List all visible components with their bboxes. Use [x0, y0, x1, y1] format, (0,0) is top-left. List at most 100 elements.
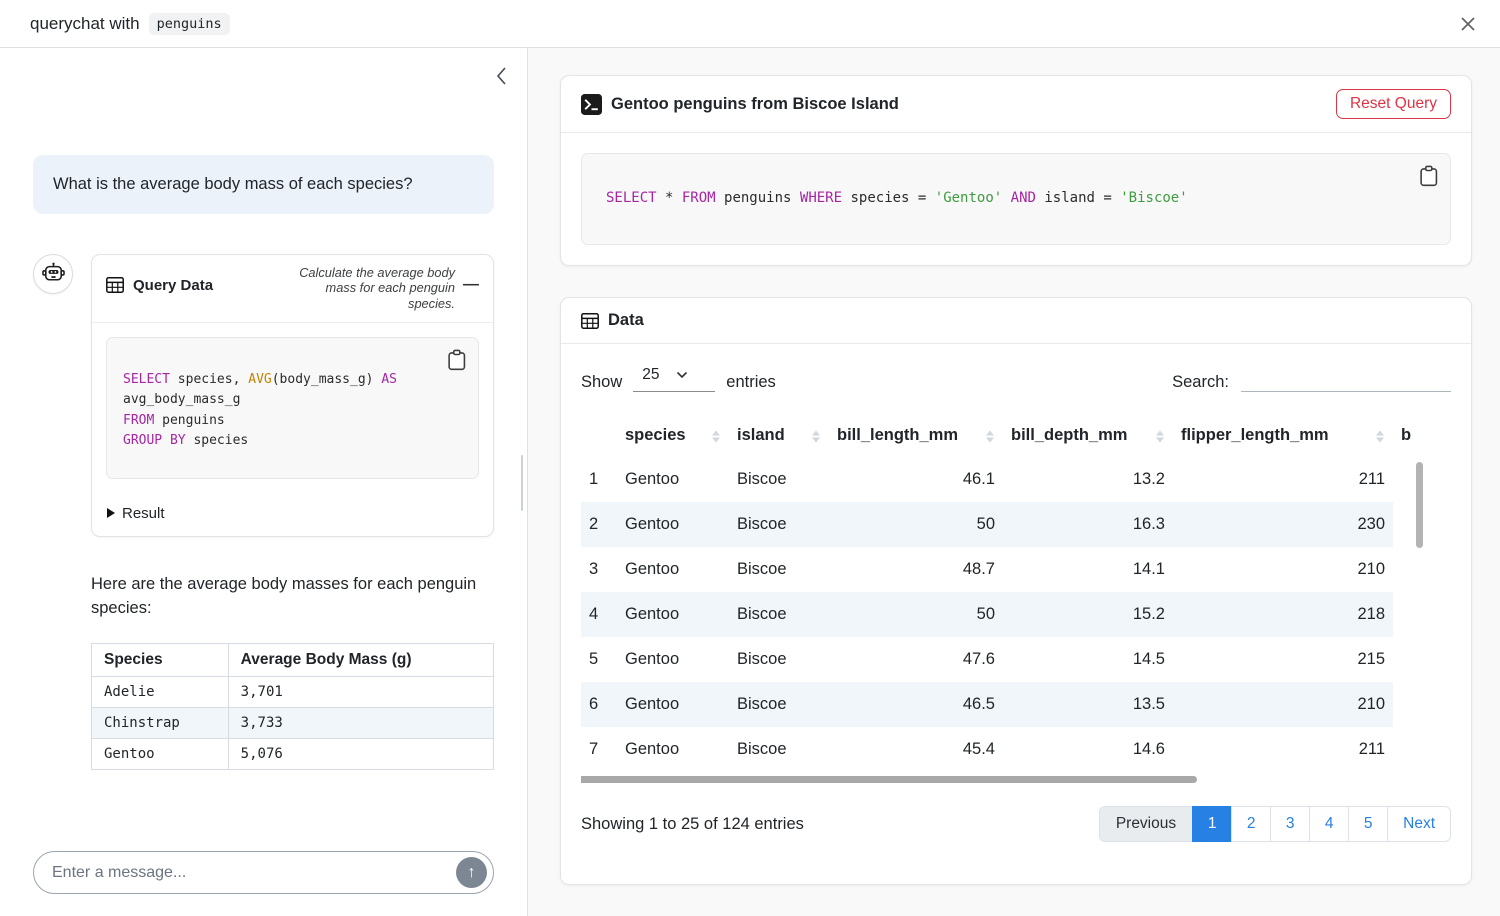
table-cell: 50 [829, 592, 1003, 637]
table-cell: 14.5 [1003, 637, 1173, 682]
tool-collapse-button[interactable]: — [463, 265, 479, 293]
result-label: Result [122, 505, 165, 522]
data-card-body: Show 25 entries Search: [561, 344, 1471, 884]
reset-query-button[interactable]: Reset Query [1336, 89, 1451, 119]
chevron-left-icon [496, 66, 507, 86]
send-button[interactable]: ↑ [456, 857, 487, 888]
table-cell: 230 [1173, 502, 1393, 547]
table-cell: Biscoe [729, 592, 829, 637]
page-size-select[interactable]: 25 [633, 364, 715, 392]
main-layout: What is the average body mass of each sp… [0, 48, 1500, 916]
column-header-bill-depth[interactable]: bill_depth_mm [1003, 416, 1173, 457]
table-icon [106, 277, 124, 293]
show-label: Show [581, 373, 622, 392]
code-line: SELECT species, AVG(body_mass_g) AS [123, 370, 462, 391]
table-cell: Gentoo [617, 727, 729, 772]
message-input[interactable] [52, 864, 456, 882]
table-cell: 13.5 [1003, 682, 1173, 727]
column-header: Species [92, 644, 229, 677]
sort-icon [1156, 430, 1164, 443]
table-cell: Gentoo [617, 457, 729, 502]
table-row: 6GentooBiscoe46.513.5210 [581, 682, 1439, 727]
caret-right-icon [107, 508, 115, 518]
column-header-island[interactable]: island [729, 416, 829, 457]
copy-button[interactable] [1418, 163, 1440, 189]
page-button-5[interactable]: 5 [1348, 806, 1388, 842]
table-cell: Gentoo [617, 637, 729, 682]
page-button-4[interactable]: 4 [1309, 806, 1349, 842]
page-button-1[interactable]: 1 [1192, 806, 1232, 842]
data-card-header: Data [561, 298, 1471, 344]
current-sql-block: SELECT * FROM penguins WHERE species = '… [581, 153, 1451, 245]
close-icon [1459, 15, 1477, 33]
table-cell: 14.1 [1003, 547, 1173, 592]
table-cell: 15.2 [1003, 592, 1173, 637]
chat-sidebar: What is the average body mass of each sp… [0, 48, 528, 916]
page-button-3[interactable]: 3 [1270, 806, 1310, 842]
vertical-scrollbar[interactable] [1416, 462, 1423, 548]
sort-icon [812, 430, 820, 443]
main-panel: Gentoo penguins from Biscoe Island Reset… [528, 48, 1500, 916]
data-table-viewport: species island bill_length_mm bill_depth… [581, 416, 1451, 792]
result-toggle[interactable]: Result [92, 493, 493, 536]
assistant-message: Query Data Calculate the average body ma… [33, 254, 494, 770]
page-size-control: Show 25 entries [581, 364, 776, 392]
next-button[interactable]: Next [1387, 806, 1451, 842]
table-row: 2GentooBiscoe5016.3230 [581, 502, 1439, 547]
table-cell: Biscoe [729, 457, 829, 502]
copy-button[interactable] [446, 347, 468, 373]
page-button-2[interactable]: 2 [1231, 806, 1271, 842]
search-label: Search: [1172, 373, 1229, 392]
table-row: 5GentooBiscoe47.614.5215 [581, 637, 1439, 682]
code-line: avg_body_mass_g [123, 390, 462, 411]
dataset-badge: penguins [149, 13, 230, 35]
table-cell: 50 [829, 502, 1003, 547]
table-cell: Gentoo [92, 739, 229, 770]
table-cell: Biscoe [729, 547, 829, 592]
table-cell: Gentoo [617, 682, 729, 727]
terminal-icon [581, 94, 602, 115]
sql-code-block: SELECT species, AVG(body_mass_g) ASavg_b… [106, 337, 479, 479]
table-cell: Biscoe [729, 637, 829, 682]
column-header-flipper-length[interactable]: flipper_length_mm [1173, 416, 1393, 457]
column-header-bill-length[interactable]: bill_length_mm [829, 416, 1003, 457]
table-cell: Gentoo [617, 502, 729, 547]
table-cell: 7 [581, 727, 617, 772]
data-card-title: Data [608, 311, 644, 330]
entries-label: entries [726, 373, 776, 392]
chat-scroll-area[interactable]: What is the average body mass of each sp… [0, 48, 527, 851]
table-cell: Biscoe [729, 682, 829, 727]
clipboard-icon [448, 349, 466, 371]
query-title: Gentoo penguins from Biscoe Island [611, 95, 899, 114]
query-card: Gentoo penguins from Biscoe Island Reset… [560, 75, 1472, 266]
arrow-up-icon: ↑ [468, 864, 476, 882]
table-cell: 45.4 [829, 727, 1003, 772]
table-row: 4GentooBiscoe5015.2218 [581, 592, 1439, 637]
table-cell: 1 [581, 457, 617, 502]
bot-avatar [33, 254, 73, 294]
table-cell: 210 [1173, 682, 1393, 727]
horizontal-scrollbar[interactable] [581, 776, 1197, 783]
assistant-message-content: Query Data Calculate the average body ma… [91, 254, 494, 770]
column-header-clipped[interactable]: b [1393, 416, 1439, 457]
collapse-sidebar-button[interactable] [492, 62, 511, 90]
tool-call-title: Query Data [133, 277, 213, 294]
tool-call-card: Query Data Calculate the average body ma… [91, 254, 494, 537]
table-cell: 14.6 [1003, 727, 1173, 772]
user-message: What is the average body mass of each sp… [33, 155, 494, 214]
table-cell: 6 [581, 682, 617, 727]
entries-summary: Showing 1 to 25 of 124 entries [581, 815, 804, 834]
table-row: 1GentooBiscoe46.113.2211 [581, 457, 1439, 502]
table-cell: 2 [581, 502, 617, 547]
sort-icon [1376, 430, 1384, 443]
column-header-species[interactable]: species [617, 416, 729, 457]
previous-button[interactable]: Previous [1099, 806, 1193, 842]
close-button[interactable] [1456, 12, 1480, 36]
table-cell: 47.6 [829, 637, 1003, 682]
assistant-answer-text: Here are the average body masses for eac… [91, 572, 494, 622]
search-input[interactable] [1241, 366, 1451, 392]
table-cell: Gentoo [617, 592, 729, 637]
table-header-row: Species Average Body Mass (g) [92, 644, 494, 677]
table-controls: Show 25 entries Search: [581, 364, 1451, 392]
resize-handle[interactable] [521, 455, 523, 511]
